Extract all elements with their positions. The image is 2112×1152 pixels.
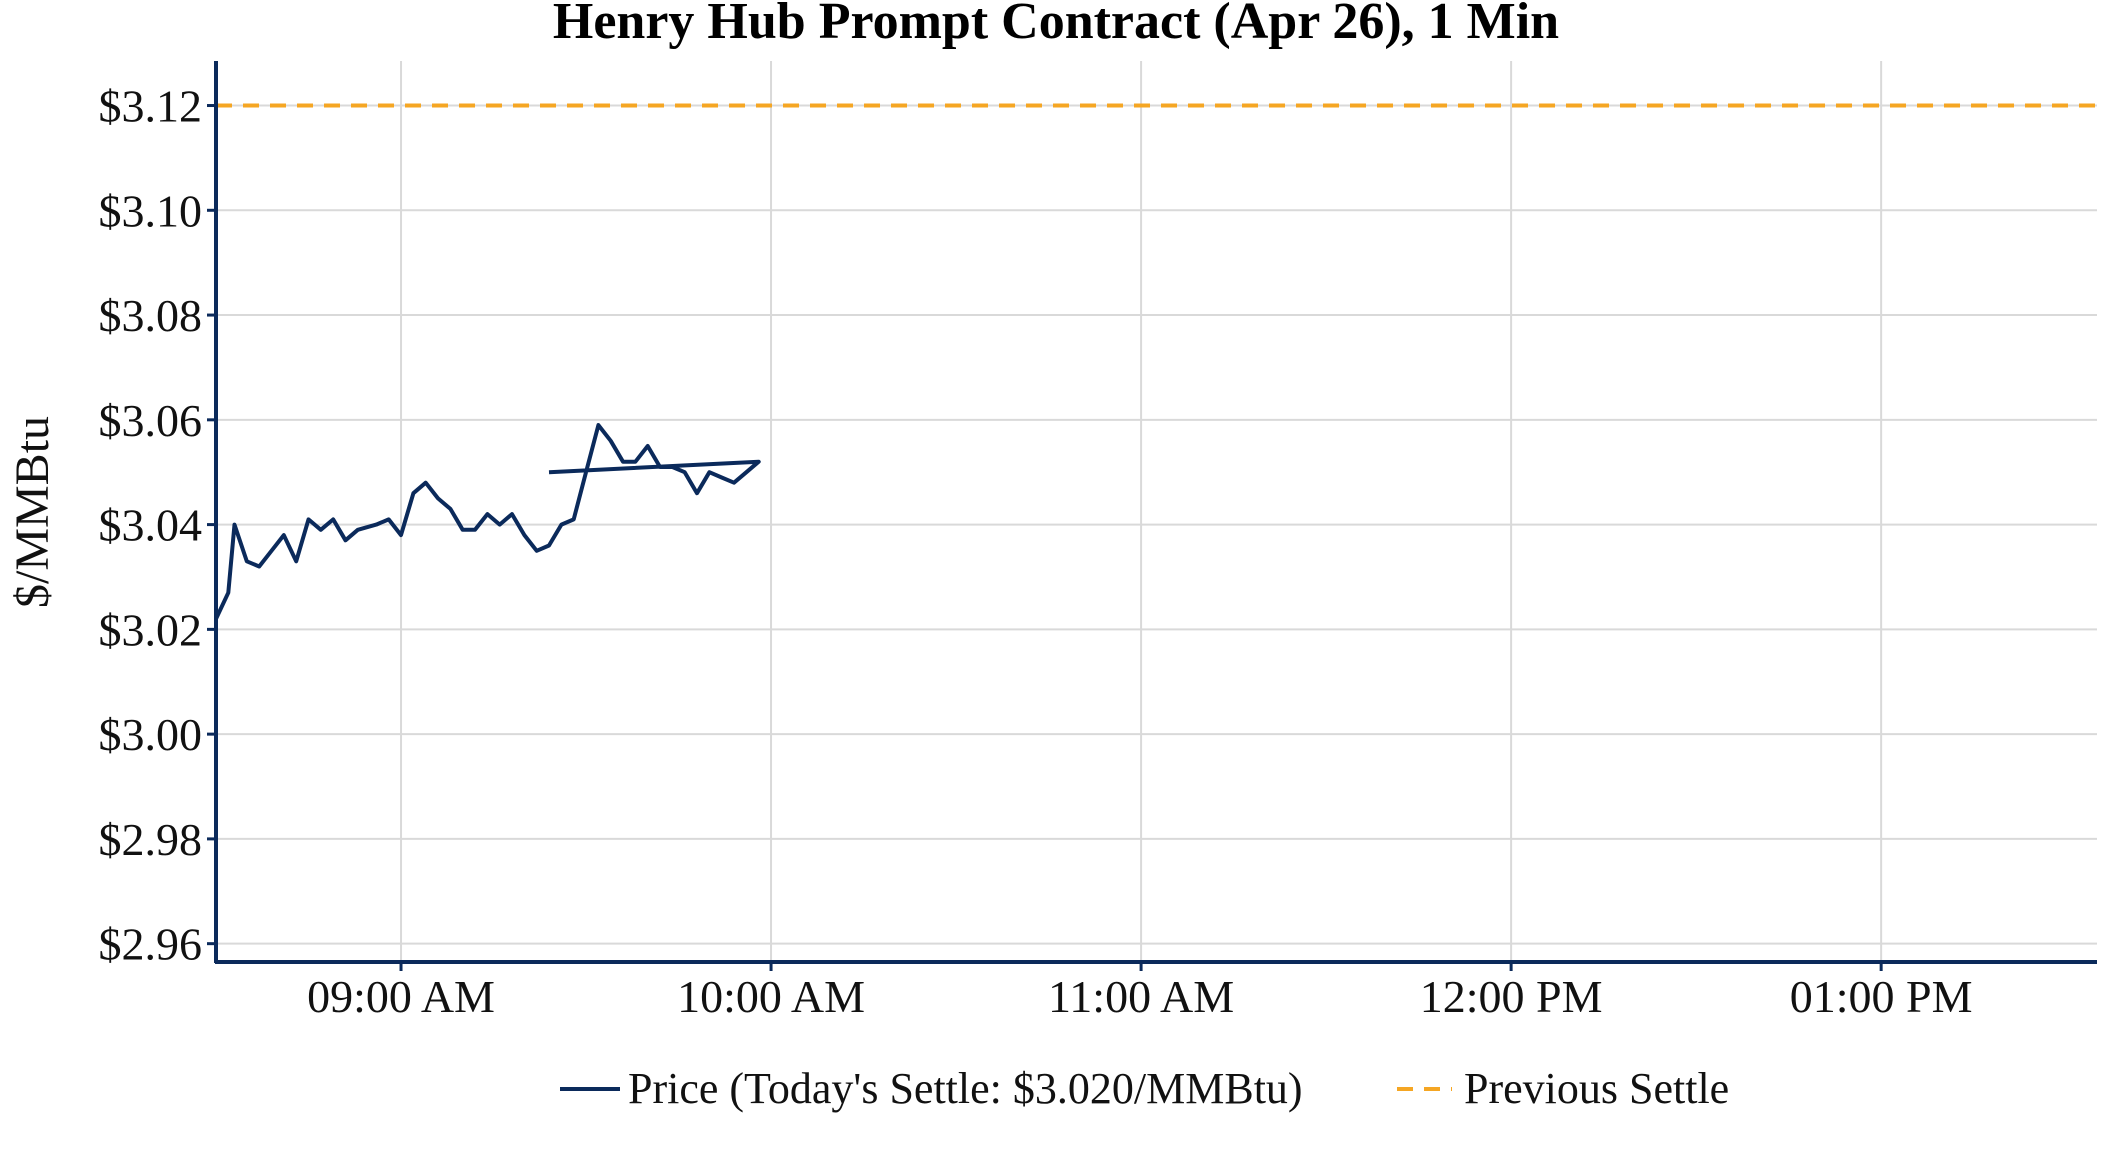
x-tick-label: 10:00 AM xyxy=(677,971,865,1022)
gridlines xyxy=(216,61,2097,962)
y-tick-label: $3.00 xyxy=(99,709,203,760)
chart-title: Henry Hub Prompt Contract (Apr 26), 1 Mi… xyxy=(553,0,1559,50)
y-tick-label: $3.08 xyxy=(99,290,203,341)
series-group xyxy=(214,103,2097,620)
y-tick-label: $2.96 xyxy=(99,919,203,970)
axes xyxy=(214,61,2097,964)
x-tick-label: 11:00 AM xyxy=(1048,971,1234,1022)
y-axis-ticks: $2.96 $2.98 $3.00 $3.02 $3.04 $3.06 $3.08 $3.10… xyxy=(99,81,216,970)
legend: Price (Today's Settle: $3.020/MMBtu) Prev… xyxy=(560,1064,1729,1113)
y-tick-label: $3.06 xyxy=(99,395,203,446)
y-tick-label: $3.04 xyxy=(99,500,203,551)
y-tick-label: $3.02 xyxy=(99,604,203,655)
price-line xyxy=(214,423,761,620)
x-tick-label: 12:00 PM xyxy=(1420,971,1603,1022)
x-tick-label: 09:00 AM xyxy=(307,971,495,1022)
x-tick-label: 01:00 PM xyxy=(1790,971,1973,1022)
y-tick-label: $3.10 xyxy=(99,185,203,236)
y-axis-label: $/MMBtu xyxy=(6,416,59,608)
x-axis-ticks: 09:00 AM 10:00 AM 11:00 AM 12:00 PM 01:00 PM xyxy=(307,962,1973,1022)
legend-label-previous-settle: Previous Settle xyxy=(1464,1064,1729,1113)
y-tick-label: $2.98 xyxy=(99,814,203,865)
legend-label-price: Price (Today's Settle: $3.020/MMBtu) xyxy=(628,1064,1303,1113)
y-tick-label: $3.12 xyxy=(99,81,203,132)
